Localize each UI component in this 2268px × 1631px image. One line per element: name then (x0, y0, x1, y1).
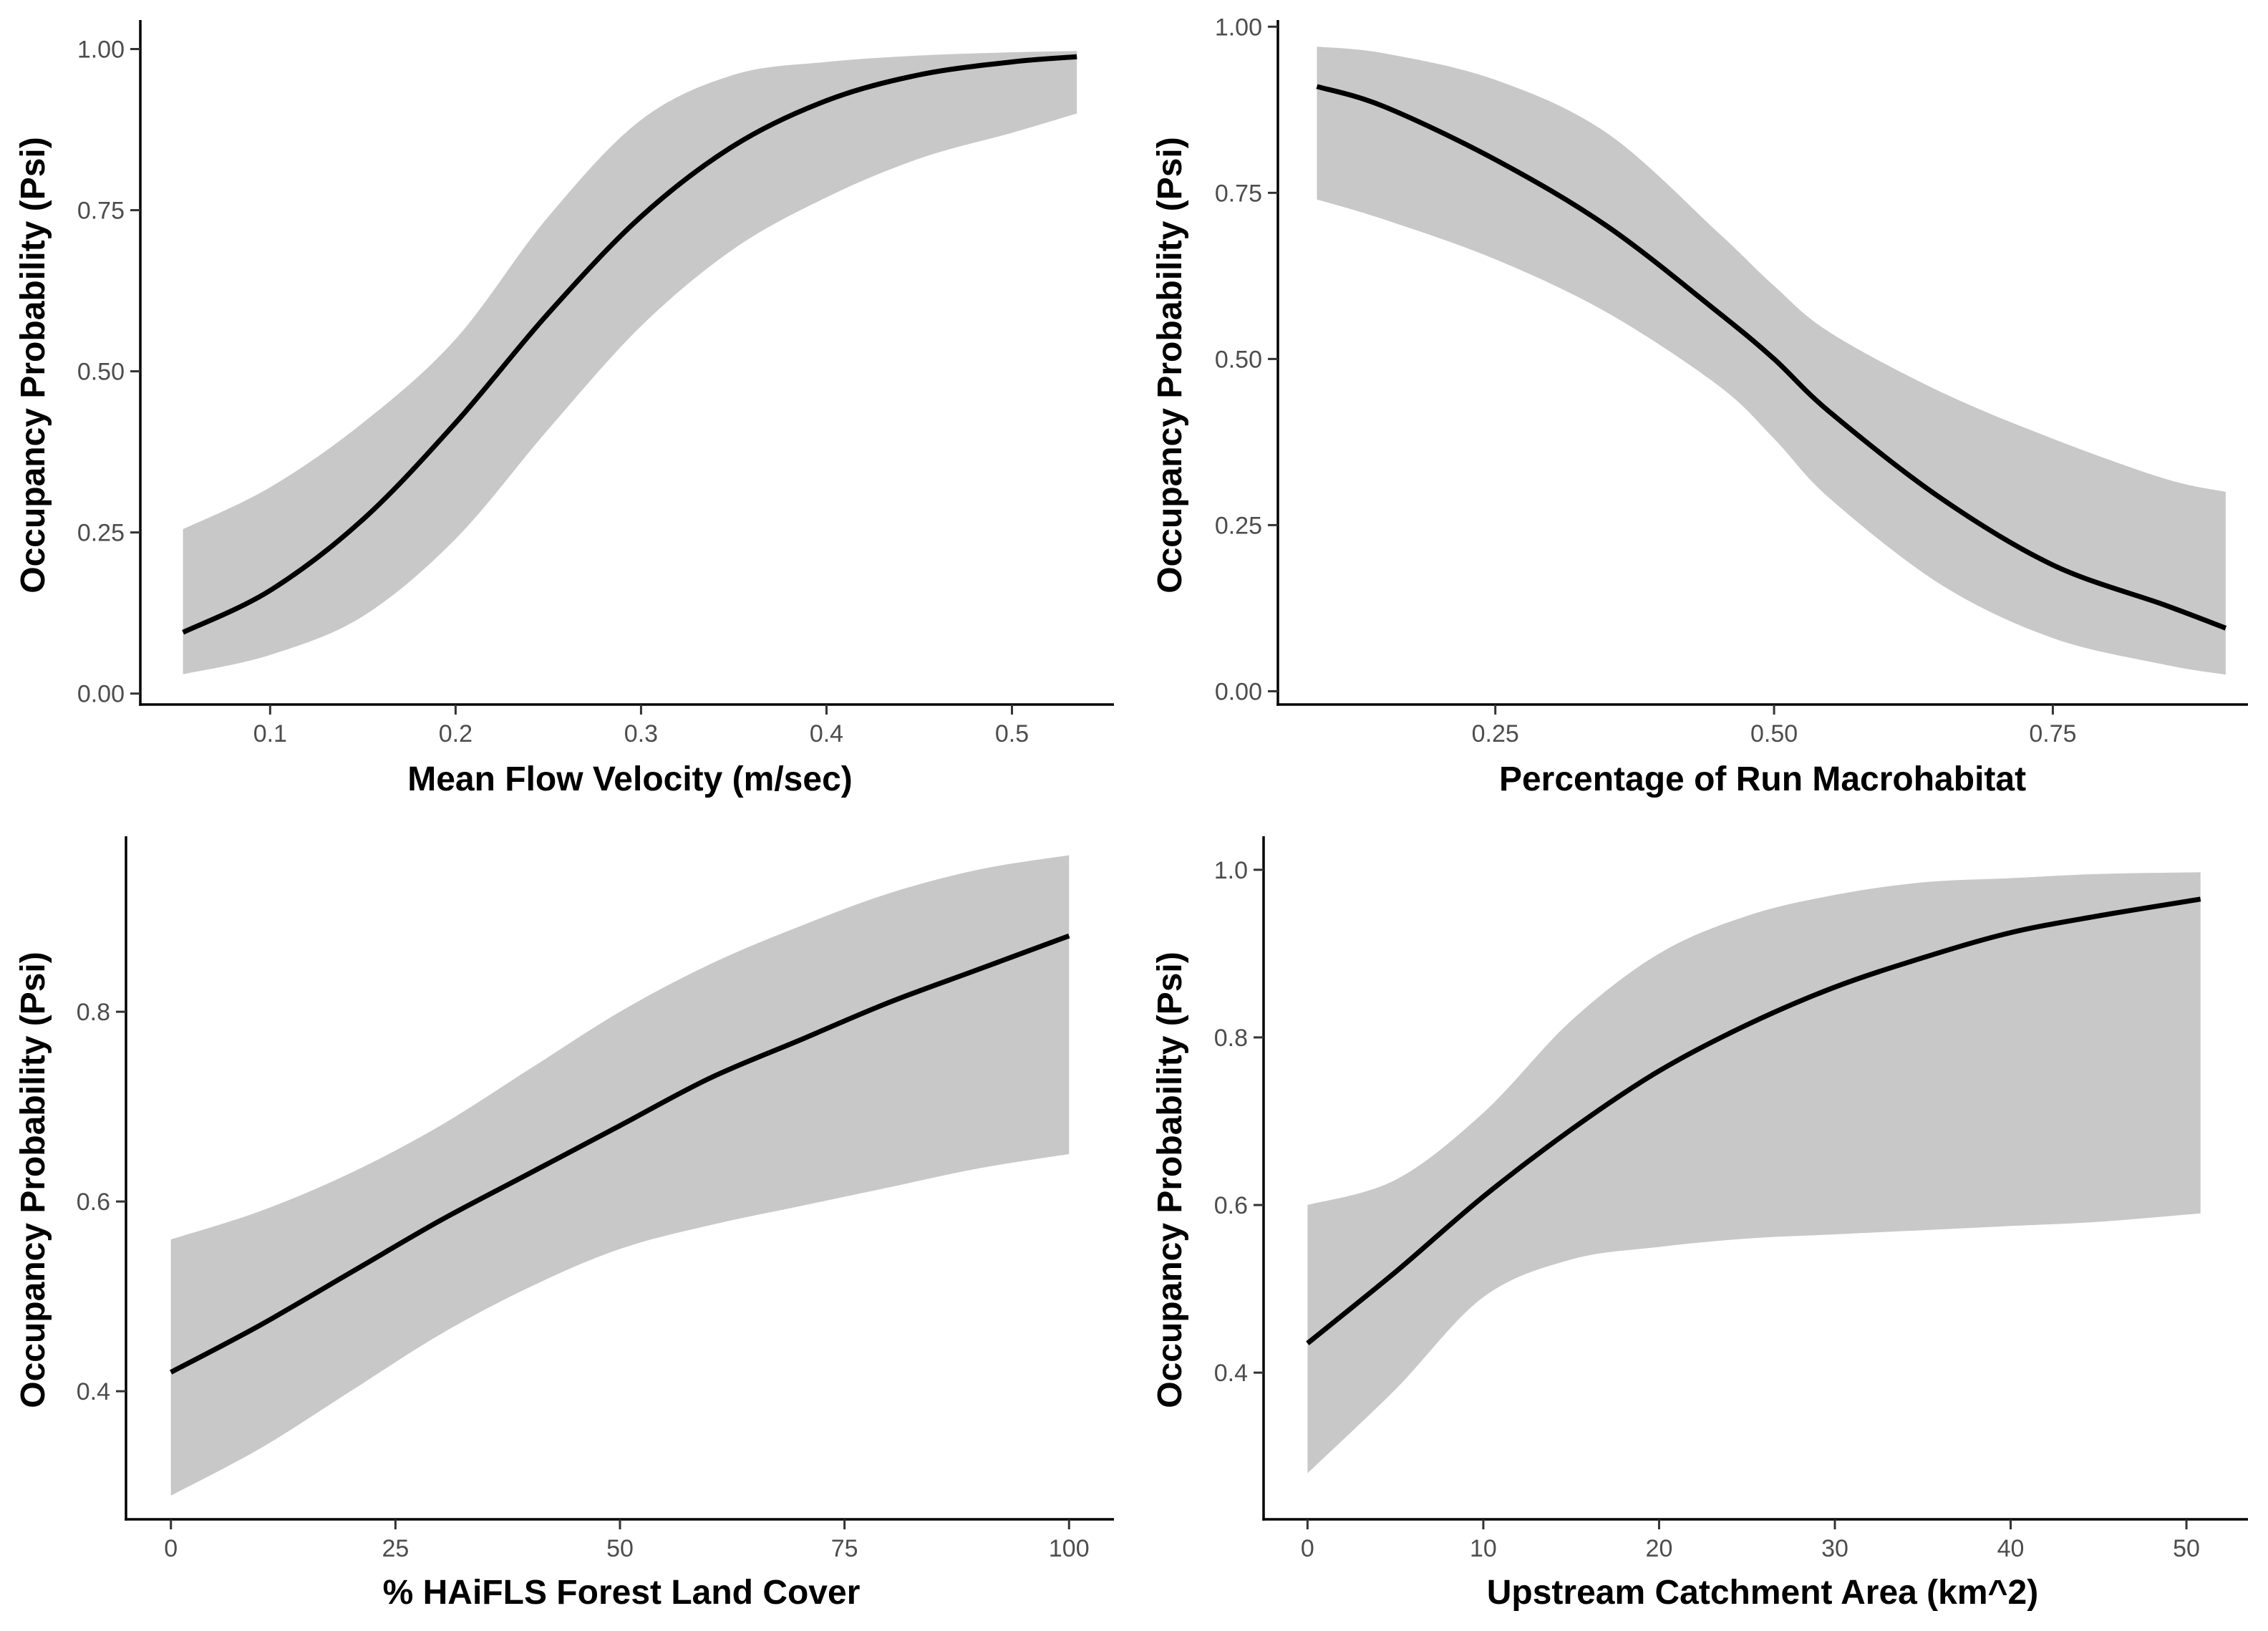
ci-band-flow-velocity-0 (183, 51, 1077, 674)
axes-forest-land-cover: 0 25 50 75 100 0.4 0.6 0.8 (77, 836, 1114, 1562)
panel-flow-velocity: 0.1 0.2 0.3 0.4 0.5 0.00 0.25 0.50 0.75 1.00 Mean… (14, 20, 1114, 798)
ci-band-run-macrohabitat-0 (1317, 47, 2226, 675)
y-tick-label-run-macrohabitat: 0.00 (1215, 678, 1262, 705)
fitted-curve-flow-velocity (182, 54, 1077, 635)
x-axis-title-catchment-area: Upstream Catchment Area (km^2) (1487, 1574, 2038, 1612)
x-tick-label-run-macrohabitat: 0.50 (1750, 720, 1798, 747)
axes-flow-velocity: 0.1 0.2 0.3 0.4 0.5 0.00 0.25 0.50 0.75 1.00 (77, 20, 1114, 747)
x-axis-title-run-macrohabitat: Percentage of Run Macrohabitat (1499, 760, 2026, 798)
fit-line-catchment-area-0 (1306, 896, 2201, 1345)
y-tick-label-run-macrohabitat: 1.00 (1215, 14, 1262, 41)
x-tick-label-forest-land-cover: 75 (831, 1535, 858, 1562)
fit-line-forest-land-cover-0 (170, 933, 1070, 1375)
y-axis-title-catchment-area: Occupancy Probability (Psi) (1151, 952, 1189, 1408)
y-tick-label-catchment-area: 0.8 (1214, 1025, 1248, 1052)
fitted-curve-catchment-area (1306, 896, 2201, 1345)
y-tick-label-catchment-area: 0.4 (1214, 1360, 1248, 1387)
ci-band-forest-land-cover-0 (170, 855, 1070, 1496)
y-tick-label-flow-velocity: 0.00 (77, 681, 125, 708)
fitted-curve-run-macrohabitat (1316, 84, 2227, 631)
fit-line-flow-velocity-0 (182, 54, 1077, 635)
confidence-band-forest-land-cover (170, 855, 1070, 1496)
x-tick-label-catchment-area: 40 (1997, 1535, 2025, 1562)
confidence-band-run-macrohabitat (1317, 47, 2226, 675)
y-axis-title-flow-velocity: Occupancy Probability (Psi) (14, 137, 52, 594)
y-axis-title-forest-land-cover: Occupancy Probability (Psi) (14, 952, 52, 1408)
x-axis-title-forest-land-cover: % HAiFLS Forest Land Cover (383, 1574, 861, 1612)
y-tick-label-flow-velocity: 1.00 (77, 37, 125, 64)
y-tick-label-catchment-area: 0.6 (1214, 1192, 1248, 1219)
fit-line-run-macrohabitat-0 (1316, 84, 2227, 631)
x-tick-label-catchment-area: 50 (2173, 1535, 2200, 1562)
x-tick-label-forest-land-cover: 100 (1049, 1535, 1090, 1562)
ci-band-catchment-area-0 (1307, 872, 2201, 1473)
x-tick-label-flow-velocity: 0.4 (810, 720, 843, 747)
axes-catchment-area: 0 10 20 30 40 50 0.4 0.6 0.8 1.0 (1214, 836, 2248, 1562)
y-tick-label-run-macrohabitat: 0.75 (1215, 180, 1262, 207)
y-tick-label-run-macrohabitat: 0.50 (1215, 346, 1262, 373)
y-axis-title-run-macrohabitat: Occupancy Probability (Psi) (1151, 137, 1189, 594)
x-tick-label-flow-velocity: 0.1 (253, 720, 287, 747)
panel-catchment-area: 0 10 20 30 40 50 0.4 0.6 0.8 1.0 Upstream Catchme… (1151, 836, 2248, 1612)
confidence-band-catchment-area (1307, 872, 2201, 1473)
y-tick-label-catchment-area: 1.0 (1214, 857, 1248, 884)
x-tick-label-flow-velocity: 0.2 (439, 720, 472, 747)
x-tick-label-run-macrohabitat: 0.25 (1472, 720, 1519, 747)
y-tick-label-run-macrohabitat: 0.25 (1215, 512, 1262, 539)
panel-forest-land-cover: 0 25 50 75 100 0.4 0.6 0.8 % HAiFLS Forest Land… (14, 836, 1114, 1612)
axes-run-macrohabitat: 0.25 0.50 0.75 0.00 0.25 0.50 0.75 1.00 (1215, 14, 2248, 747)
x-tick-label-flow-velocity: 0.5 (995, 720, 1029, 747)
confidence-band-flow-velocity (183, 51, 1077, 674)
x-tick-label-forest-land-cover: 25 (382, 1535, 409, 1562)
y-tick-label-forest-land-cover: 0.6 (77, 1189, 110, 1216)
y-tick-label-flow-velocity: 0.50 (77, 359, 125, 386)
y-tick-label-forest-land-cover: 0.8 (77, 999, 110, 1026)
x-tick-label-run-macrohabitat: 0.75 (2029, 720, 2076, 747)
x-axis-title-flow-velocity: Mean Flow Velocity (m/sec) (407, 760, 853, 798)
x-tick-label-catchment-area: 0 (1301, 1535, 1314, 1562)
panel-run-macrohabitat: 0.25 0.50 0.75 0.00 0.25 0.50 0.75 1.00 Percent… (1151, 14, 2248, 798)
y-tick-label-forest-land-cover: 0.4 (77, 1378, 110, 1405)
fitted-curve-forest-land-cover (170, 933, 1070, 1375)
x-tick-label-flow-velocity: 0.3 (624, 720, 658, 747)
y-tick-label-flow-velocity: 0.75 (77, 198, 125, 225)
x-tick-label-catchment-area: 30 (1821, 1535, 1848, 1562)
x-tick-label-forest-land-cover: 0 (164, 1535, 178, 1562)
x-tick-label-catchment-area: 10 (1470, 1535, 1497, 1562)
x-tick-label-forest-land-cover: 50 (606, 1535, 634, 1562)
y-tick-label-flow-velocity: 0.25 (77, 520, 125, 547)
x-tick-label-catchment-area: 20 (1646, 1535, 1673, 1562)
